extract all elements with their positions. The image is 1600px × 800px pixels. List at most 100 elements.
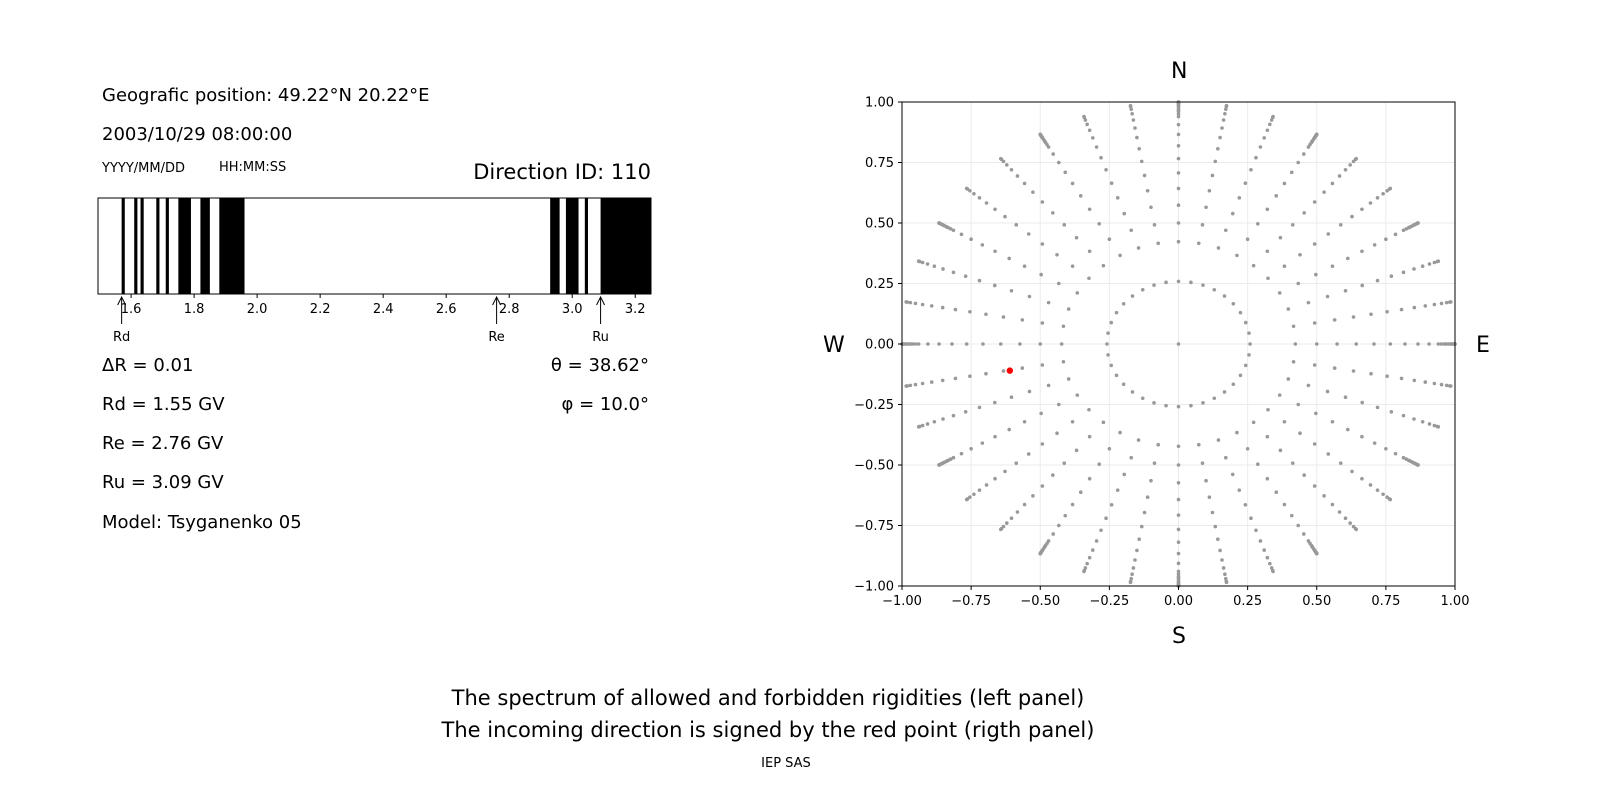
grid-point xyxy=(1152,461,1157,465)
grid-point xyxy=(1381,191,1385,196)
grid-point xyxy=(1312,200,1317,204)
grid-point xyxy=(1249,167,1253,172)
grid-point xyxy=(1384,446,1388,451)
grid-point xyxy=(1439,382,1444,387)
grid-point xyxy=(1351,315,1356,319)
grid-point xyxy=(1176,404,1181,409)
grid-point xyxy=(1027,389,1032,394)
marker-arrow-head xyxy=(596,295,606,306)
ru-value: Ru = 3.09 GV xyxy=(102,472,224,493)
grid-point xyxy=(964,342,969,346)
marker-label: Re xyxy=(488,330,504,345)
grid-point xyxy=(950,342,954,346)
grid-point xyxy=(1348,521,1352,525)
grid-point xyxy=(1129,107,1134,112)
incoming-direction-point xyxy=(1006,367,1014,374)
grid-point xyxy=(1106,331,1110,335)
grid-point xyxy=(1090,548,1095,552)
grid-point xyxy=(972,191,976,196)
grid-point xyxy=(1360,434,1364,439)
grid-point xyxy=(1122,211,1127,216)
grid-point xyxy=(1070,419,1075,424)
grid-point xyxy=(1375,488,1380,492)
grid-point xyxy=(1432,302,1437,307)
grid-point xyxy=(1176,279,1181,284)
grid-point xyxy=(1129,228,1134,233)
grid-point xyxy=(1343,288,1348,293)
grid-point xyxy=(1090,136,1095,140)
grid-point xyxy=(1350,469,1354,474)
grid-point xyxy=(1290,461,1295,465)
grid-point xyxy=(1040,200,1045,204)
grid-point xyxy=(1040,484,1045,488)
grid-point xyxy=(1022,264,1027,269)
grid-point xyxy=(1416,463,1420,467)
grid-point xyxy=(1223,107,1228,112)
grid-point xyxy=(968,310,972,314)
grid-point xyxy=(1335,342,1339,346)
grid-point xyxy=(1243,363,1248,368)
west-label: W xyxy=(823,333,845,358)
grid-point xyxy=(1346,427,1350,432)
x-tick-label: 1.00 xyxy=(1441,594,1470,609)
grid-point xyxy=(1062,461,1067,465)
re-value: Re = 2.76 GV xyxy=(102,433,224,454)
grid-point xyxy=(1152,223,1157,227)
grid-point xyxy=(1115,196,1120,200)
grid-point xyxy=(913,342,918,346)
grid-point xyxy=(1066,307,1071,311)
grid-point xyxy=(1133,558,1137,562)
grid-point xyxy=(1140,287,1145,292)
grid-point xyxy=(1372,441,1377,445)
grid-point xyxy=(1003,469,1007,474)
grid-point xyxy=(1337,510,1342,514)
grid-point xyxy=(1388,497,1393,502)
grid-point xyxy=(1238,310,1243,315)
grid-point xyxy=(1314,551,1319,556)
grid-point xyxy=(1129,576,1134,581)
grid-point xyxy=(1231,301,1236,306)
grid-point xyxy=(1223,576,1228,581)
grid-point xyxy=(1040,363,1045,367)
grid-point xyxy=(1051,152,1056,156)
grid-point xyxy=(1022,502,1027,507)
grid-point xyxy=(1038,342,1043,346)
grid-point xyxy=(1439,301,1444,306)
grid-point xyxy=(940,378,945,383)
grid-point xyxy=(1130,111,1134,116)
grid-point xyxy=(1055,252,1059,257)
y-tick-label: 0.75 xyxy=(865,156,894,171)
grid-point xyxy=(1399,376,1404,381)
grid-point xyxy=(1436,259,1441,264)
grid-point xyxy=(1247,353,1251,357)
grid-point xyxy=(1401,270,1406,275)
grid-point xyxy=(1312,242,1317,246)
grid-point xyxy=(1330,264,1335,269)
grid-point xyxy=(1074,235,1079,240)
grid-point xyxy=(1099,528,1103,533)
grid-point xyxy=(1235,430,1239,435)
grid-point xyxy=(932,419,937,424)
grid-point xyxy=(1412,378,1417,383)
grid-point xyxy=(1136,438,1141,442)
grid-point xyxy=(1040,442,1045,446)
grid-point xyxy=(1375,278,1380,283)
grid-point xyxy=(1224,580,1229,585)
grid-point xyxy=(1176,481,1181,485)
x-tick-label: 2.6 xyxy=(436,302,457,317)
grid-point xyxy=(1201,401,1205,405)
grid-point xyxy=(1251,420,1256,425)
grid-point xyxy=(1368,201,1373,205)
grid-point xyxy=(1312,442,1317,446)
grid-point xyxy=(925,262,930,266)
grid-point xyxy=(1258,145,1263,149)
grid-point xyxy=(916,424,921,429)
grid-point xyxy=(1322,190,1326,194)
grid-point xyxy=(984,312,988,317)
grid-point xyxy=(1056,523,1061,528)
grid-point xyxy=(910,342,915,346)
x-tick-label: −0.50 xyxy=(1020,594,1060,609)
grid-point xyxy=(1393,232,1398,237)
time-format-label: HH:MM:SS xyxy=(219,160,287,175)
grid-point xyxy=(1101,263,1106,268)
